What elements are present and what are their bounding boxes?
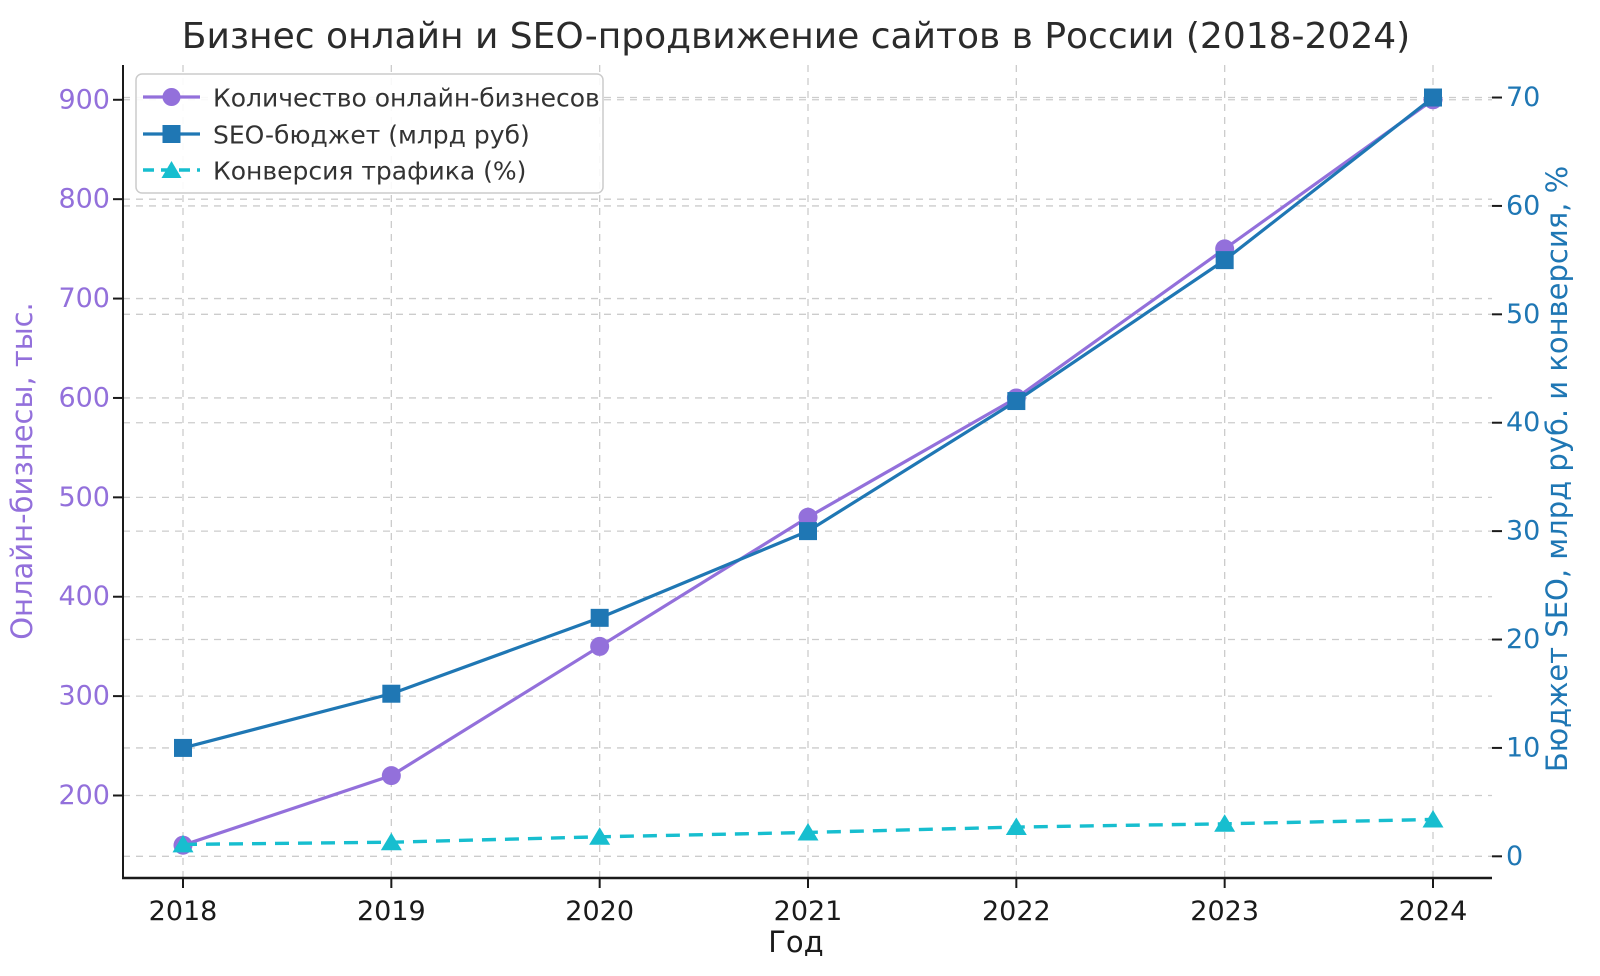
left-tick-label: 200 — [58, 780, 110, 811]
right-y-axis-label: Бюджет SEO, млрд руб. и конверсия, % — [1540, 166, 1574, 772]
left-y-axis-label: Онлайн-бизнесы, тыс. — [5, 302, 39, 640]
legend-item-traffic-conversion: Конверсия трафика (%) — [143, 157, 526, 186]
right-tick-label: 50 — [1506, 299, 1540, 330]
left-tick-label: 800 — [58, 184, 110, 215]
x-tick-label: 2024 — [1399, 896, 1468, 927]
x-tick-label: 2020 — [565, 896, 634, 927]
data-point-square — [1215, 251, 1234, 270]
left-tick-label: 400 — [58, 581, 110, 612]
tick-labels: 200 300 400 500 600 700 800 900 0 10 20 30 40 50 60 70 2… — [58, 82, 1540, 927]
right-tick-label: 20 — [1506, 624, 1540, 655]
data-point-circle — [381, 766, 401, 786]
right-tick-label: 70 — [1506, 82, 1540, 113]
data-point-square — [382, 684, 401, 703]
left-tick-label: 300 — [58, 681, 110, 712]
data-point-circle — [590, 636, 610, 656]
square-marker-icon — [162, 125, 181, 143]
data-point-triangle — [1005, 817, 1027, 836]
data-point-square — [799, 522, 817, 541]
right-tick-label: 40 — [1506, 407, 1540, 438]
legend-label-0: Количество онлайн-бизнесов — [213, 84, 600, 113]
x-tick-label: 2023 — [1190, 896, 1259, 927]
series-layer — [172, 88, 1444, 855]
right-tick-label: 60 — [1506, 190, 1540, 221]
data-point-square — [590, 608, 609, 627]
left-tick-label: 700 — [58, 283, 110, 314]
x-tick-label: 2022 — [982, 896, 1051, 927]
data-point-triangle — [797, 822, 819, 841]
left-tick-label: 900 — [58, 84, 110, 115]
data-point-square — [174, 738, 192, 757]
data-point-square — [1007, 392, 1026, 411]
legend-box — [135, 73, 604, 194]
left-tick-label: 600 — [58, 382, 110, 413]
right-tick-label: 10 — [1506, 732, 1540, 763]
triangle-marker-icon — [161, 161, 182, 178]
legend-item-seo-budget: SEO-бюджет (млрд руб) — [143, 121, 530, 150]
grid-layer — [123, 65, 1492, 878]
chart-title: Бизнес онлайн и SEO-продвижение сайтов в… — [182, 16, 1410, 57]
data-point-square — [1424, 88, 1442, 107]
data-point-triangle — [589, 827, 611, 845]
data-point-triangle — [172, 834, 194, 853]
data-point-triangle — [1214, 814, 1236, 832]
x-tick-label: 2019 — [357, 896, 426, 927]
legend-label-1: SEO-бюджет (млрд руб) — [213, 121, 530, 150]
x-axis-label: Год — [768, 925, 823, 959]
data-point-triangle — [380, 832, 402, 851]
legend: Количество онлайн-бизнесов SEO-бюджет (м… — [135, 73, 604, 194]
x-tick-label: 2018 — [149, 896, 218, 927]
left-tick-label: 500 — [58, 482, 110, 513]
tick-marks — [113, 96, 1502, 888]
right-tick-label: 30 — [1506, 516, 1540, 547]
x-tick-label: 2021 — [774, 896, 843, 927]
legend-item-online-businesses: Количество онлайн-бизнесов — [143, 84, 600, 113]
data-point-circle — [798, 507, 818, 527]
right-tick-label: 0 — [1506, 841, 1523, 872]
legend-label-2: Конверсия трафика (%) — [213, 157, 526, 186]
circle-marker-icon — [162, 88, 181, 106]
data-point-triangle — [1422, 809, 1444, 828]
